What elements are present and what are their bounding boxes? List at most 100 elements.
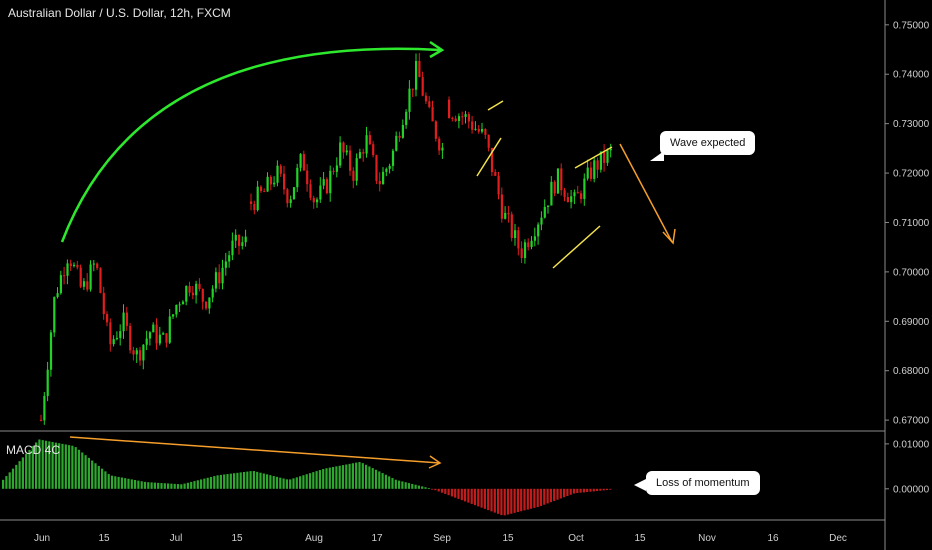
- macd-bar: [394, 479, 397, 489]
- candle-body: [573, 192, 576, 197]
- candle-body: [504, 212, 507, 219]
- macd-bar: [539, 488, 543, 506]
- macd-bar: [110, 475, 114, 489]
- uptrend-arc: [60, 47, 441, 243]
- macd-bar: [516, 488, 519, 513]
- candle-body: [471, 121, 474, 130]
- macd-bar: [5, 476, 8, 489]
- macd-bar: [295, 477, 298, 489]
- candle-body: [510, 214, 513, 238]
- candle-body: [533, 236, 536, 241]
- macd-bar: [454, 488, 457, 498]
- candle-body: [142, 344, 145, 361]
- candle-body: [586, 167, 589, 179]
- macd-bar: [506, 488, 510, 515]
- macd-bar: [374, 469, 378, 489]
- candle-body: [375, 155, 378, 181]
- candle-body: [158, 334, 161, 344]
- macd-divergence-line: [69, 436, 441, 464]
- candle-body: [99, 268, 102, 293]
- macd-bar: [381, 473, 384, 489]
- macd-bar: [213, 476, 216, 489]
- candle-body: [279, 165, 282, 174]
- macd-bar: [424, 487, 427, 489]
- macd-bar: [371, 468, 374, 489]
- candle-body: [368, 135, 371, 145]
- candle-body: [342, 142, 345, 153]
- macd-bar: [150, 482, 153, 489]
- candle-body: [125, 312, 128, 326]
- candle-body: [214, 272, 218, 289]
- candle-body: [398, 135, 401, 138]
- macd-bar: [173, 483, 176, 489]
- macd-bar: [282, 478, 285, 489]
- candle-body: [211, 288, 214, 298]
- macd-bar: [71, 445, 74, 489]
- candle-body: [395, 135, 398, 151]
- candle-body: [494, 172, 497, 176]
- macd-histogram: [2, 439, 612, 516]
- macd-bar: [338, 465, 341, 489]
- candle-body: [259, 186, 263, 192]
- candle-body: [289, 199, 292, 204]
- macd-bar: [77, 449, 81, 489]
- candle-body: [553, 181, 556, 194]
- candle-body: [198, 283, 201, 290]
- macd-bar: [246, 471, 249, 489]
- candle-body: [73, 264, 76, 267]
- candle-body: [292, 187, 296, 200]
- macd-bar: [21, 457, 24, 489]
- macd-bar: [599, 488, 602, 491]
- macd-bar: [566, 488, 569, 497]
- macd-bar: [226, 474, 229, 489]
- macd-bar: [490, 488, 493, 512]
- x-tick-label: Jul: [170, 533, 183, 544]
- macd-bar: [48, 441, 51, 489]
- macd-bar: [444, 488, 447, 494]
- candle-body: [421, 77, 424, 96]
- macd-bar: [602, 488, 605, 491]
- macd-bar: [160, 483, 163, 489]
- macd-bar: [358, 461, 361, 489]
- macd-bar: [299, 476, 302, 489]
- macd-bar: [262, 473, 265, 489]
- macd-bar: [341, 465, 345, 489]
- candle-body: [273, 182, 276, 185]
- candle-body: [299, 154, 302, 168]
- macd-bar: [266, 474, 269, 489]
- macd-bar: [8, 472, 11, 489]
- candle-body: [181, 301, 185, 305]
- macd-bar: [467, 488, 470, 503]
- candle-body: [464, 114, 467, 117]
- macd-bar: [157, 482, 160, 489]
- candle-body: [96, 263, 99, 269]
- x-tick-label: Aug: [305, 533, 323, 544]
- candle-body: [603, 151, 606, 163]
- candle-body: [205, 301, 208, 309]
- macd-bar: [163, 483, 166, 489]
- x-tick-label: Nov: [698, 533, 716, 544]
- macd-bar: [351, 463, 354, 489]
- candle-body: [316, 199, 319, 203]
- macd-bar: [589, 488, 592, 492]
- candle-body: [106, 314, 109, 323]
- candle-body: [352, 170, 355, 181]
- candle-body: [467, 114, 470, 122]
- macd-bar: [130, 479, 133, 489]
- y-tick-label: 0.74000: [893, 70, 930, 81]
- macd-bar: [68, 445, 71, 489]
- candle-body: [155, 324, 158, 344]
- candle-body: [560, 168, 563, 191]
- candle-body: [63, 275, 66, 277]
- macd-bar: [464, 488, 467, 502]
- macd-bar: [477, 488, 480, 507]
- candle-body: [162, 333, 165, 335]
- candle-body: [302, 154, 305, 171]
- macd-bar: [117, 476, 120, 489]
- macd-bar: [388, 476, 391, 489]
- macd-bar: [543, 488, 546, 505]
- candle-body: [606, 150, 609, 163]
- macd-bar: [378, 471, 381, 489]
- candle-body: [102, 292, 105, 315]
